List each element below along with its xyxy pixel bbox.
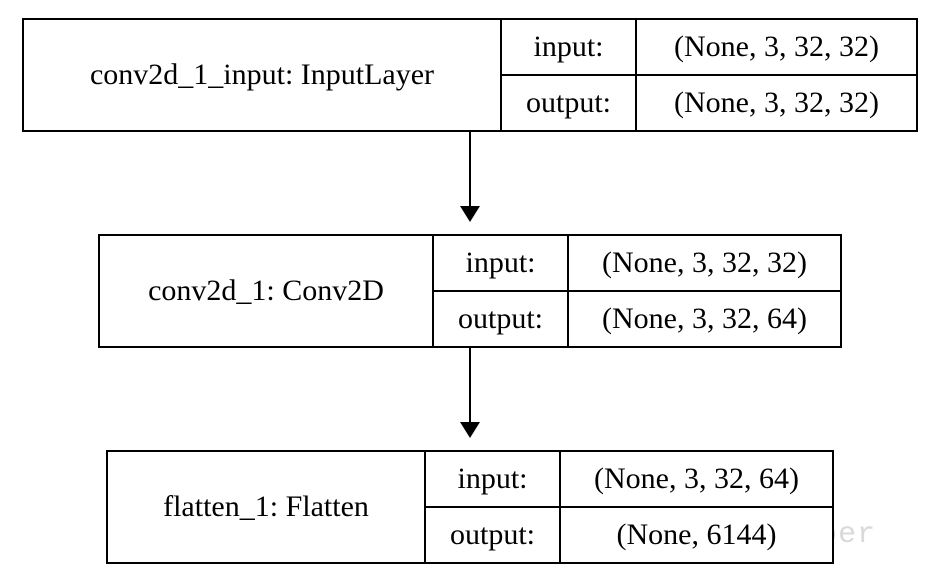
- layer-label: flatten_1: Flatten: [108, 452, 426, 562]
- io-value: (None, 3, 32, 64): [561, 452, 832, 506]
- io-key: output:: [426, 508, 561, 562]
- io-column: input: (None, 3, 32, 64) output: (None, …: [426, 452, 832, 562]
- layer-label: conv2d_1: Conv2D: [100, 236, 434, 346]
- io-value: (None, 3, 32, 32): [569, 236, 840, 290]
- layer-node-flatten: flatten_1: Flatten input: (None, 3, 32, …: [106, 450, 834, 564]
- io-row-output: output: (None, 3, 32, 32): [502, 74, 916, 130]
- io-row-input: input: (None, 3, 32, 32): [434, 236, 840, 290]
- io-value: (None, 3, 32, 64): [569, 292, 840, 346]
- io-column: input: (None, 3, 32, 32) output: (None, …: [434, 236, 840, 346]
- io-row-input: input: (None, 3, 32, 32): [502, 20, 916, 74]
- io-value: (None, 3, 32, 32): [637, 20, 916, 74]
- io-value: (None, 6144): [561, 508, 832, 562]
- io-key: input:: [502, 20, 637, 74]
- io-key: input:: [434, 236, 569, 290]
- edge-arrow: [469, 132, 471, 220]
- io-row-output: output: (None, 3, 32, 64): [434, 290, 840, 346]
- io-key: output:: [434, 292, 569, 346]
- layer-node-conv2d: conv2d_1: Conv2D input: (None, 3, 32, 32…: [98, 234, 842, 348]
- io-row-input: input: (None, 3, 32, 64): [426, 452, 832, 506]
- layer-node-input: conv2d_1_input: InputLayer input: (None,…: [22, 18, 918, 132]
- edge-arrow: [469, 348, 471, 436]
- io-key: output:: [502, 76, 637, 130]
- io-value: (None, 3, 32, 32): [637, 76, 916, 130]
- io-key: input:: [426, 452, 561, 506]
- io-column: input: (None, 3, 32, 32) output: (None, …: [502, 20, 916, 130]
- io-row-output: output: (None, 6144): [426, 506, 832, 562]
- layer-label: conv2d_1_input: InputLayer: [24, 20, 502, 130]
